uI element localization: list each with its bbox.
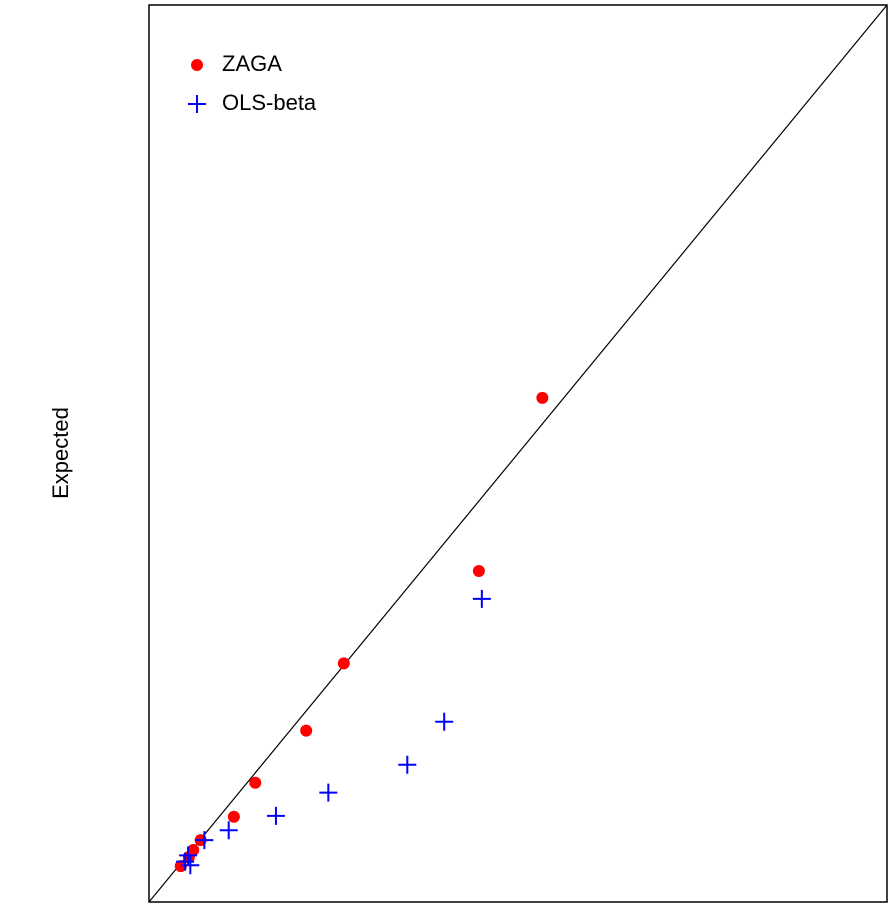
- point: [319, 783, 338, 802]
- point: [249, 776, 262, 789]
- point: [398, 755, 417, 774]
- plot-frame: [148, 4, 888, 903]
- point: [337, 657, 350, 670]
- point: [472, 565, 485, 578]
- point: [227, 810, 240, 823]
- y-axis-label: Expected: [48, 407, 73, 499]
- point: [300, 724, 313, 737]
- reference-line: [148, 4, 888, 903]
- legend-label: ZAGA: [222, 51, 282, 76]
- point: [266, 806, 285, 825]
- legend-marker: [191, 59, 203, 71]
- point: [195, 831, 214, 850]
- legend-label: OLS-beta: [222, 90, 317, 115]
- point: [219, 821, 238, 840]
- point: [181, 856, 200, 875]
- point: [472, 589, 491, 608]
- point: [435, 712, 454, 731]
- legend-marker: [188, 95, 206, 113]
- point: [536, 391, 549, 404]
- legend-entry: ZAGA: [191, 51, 282, 76]
- legend-entry: OLS-beta: [188, 90, 317, 115]
- point: [174, 860, 187, 873]
